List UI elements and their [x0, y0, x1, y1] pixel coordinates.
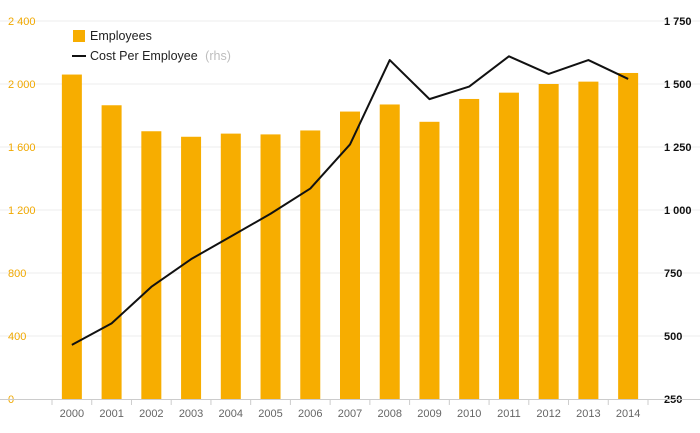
- x-tick-label-2002: 2002: [139, 408, 163, 420]
- legend-label-employees: Employees: [90, 29, 152, 43]
- x-tick-label-2004: 2004: [219, 408, 243, 420]
- x-tick-label-2005: 2005: [258, 408, 282, 420]
- bar-2000: [61, 74, 82, 400]
- x-tick-label-2014: 2014: [616, 408, 640, 420]
- legend-label-cost-per-employee: Cost Per Employee: [90, 49, 198, 63]
- bar-2009: [419, 121, 440, 400]
- legend-swatch-employees: [73, 30, 85, 42]
- bar-2007: [340, 111, 360, 399]
- x-tick-label-2007: 2007: [338, 408, 362, 420]
- y-left-tick-label: 2 000: [8, 79, 36, 91]
- legend: Employees Cost Per Employee (rhs): [72, 29, 231, 63]
- y-left-tick-label: 800: [8, 268, 26, 280]
- x-tick-label-2001: 2001: [99, 408, 123, 420]
- y-right-tick-label: 1 250: [664, 142, 692, 154]
- bar-2001: [101, 105, 122, 399]
- y-right-tick-label: 750: [664, 268, 682, 280]
- y-right-tick-label: 1 750: [664, 16, 692, 28]
- x-tick-label-2006: 2006: [298, 408, 322, 420]
- bar-2005: [260, 134, 281, 399]
- y-left-tick-label: 1 200: [8, 205, 36, 217]
- bar-2012: [538, 84, 559, 399]
- bar-2006: [300, 130, 321, 399]
- svg-text:Cost Per Employee (rhs): Cost Per Employee (rhs): [90, 49, 231, 63]
- x-tick-label-2013: 2013: [576, 408, 600, 420]
- x-tick-label-2010: 2010: [457, 408, 481, 420]
- y-left-tick-label: 2 400: [8, 16, 36, 28]
- x-tick-label-2000: 2000: [60, 408, 84, 420]
- bar-2004: [220, 133, 241, 400]
- bar-2011: [498, 92, 519, 399]
- x-axis: 2000 2001 2002 2003 2004 2005 2006 2007 2008 2009…: [0, 399, 700, 420]
- y-right-tick-label: 1 500: [664, 79, 692, 91]
- employees-bars: [61, 72, 639, 400]
- bar-2014: [618, 72, 639, 399]
- y-right-tick-label: 500: [664, 331, 682, 343]
- x-tick-label-2012: 2012: [536, 408, 560, 420]
- cost-per-employee-line: [71, 55, 629, 346]
- y-left-tick-label: 1 600: [8, 142, 36, 154]
- y-left-tick-label: 400: [8, 331, 26, 343]
- bar-2002: [141, 131, 162, 399]
- x-tick-label-2009: 2009: [417, 408, 441, 420]
- bar-2013: [578, 81, 599, 399]
- legend-label-rhs-note: (rhs): [205, 49, 231, 63]
- bar-2010: [459, 98, 480, 400]
- x-tick-label-2008: 2008: [377, 408, 401, 420]
- x-tick-label-2011: 2011: [497, 408, 521, 420]
- x-tick-label-2003: 2003: [179, 408, 203, 420]
- bar-2003: [181, 136, 202, 399]
- bar-2008: [379, 104, 400, 399]
- y-right-tick-label: 1 000: [664, 205, 692, 217]
